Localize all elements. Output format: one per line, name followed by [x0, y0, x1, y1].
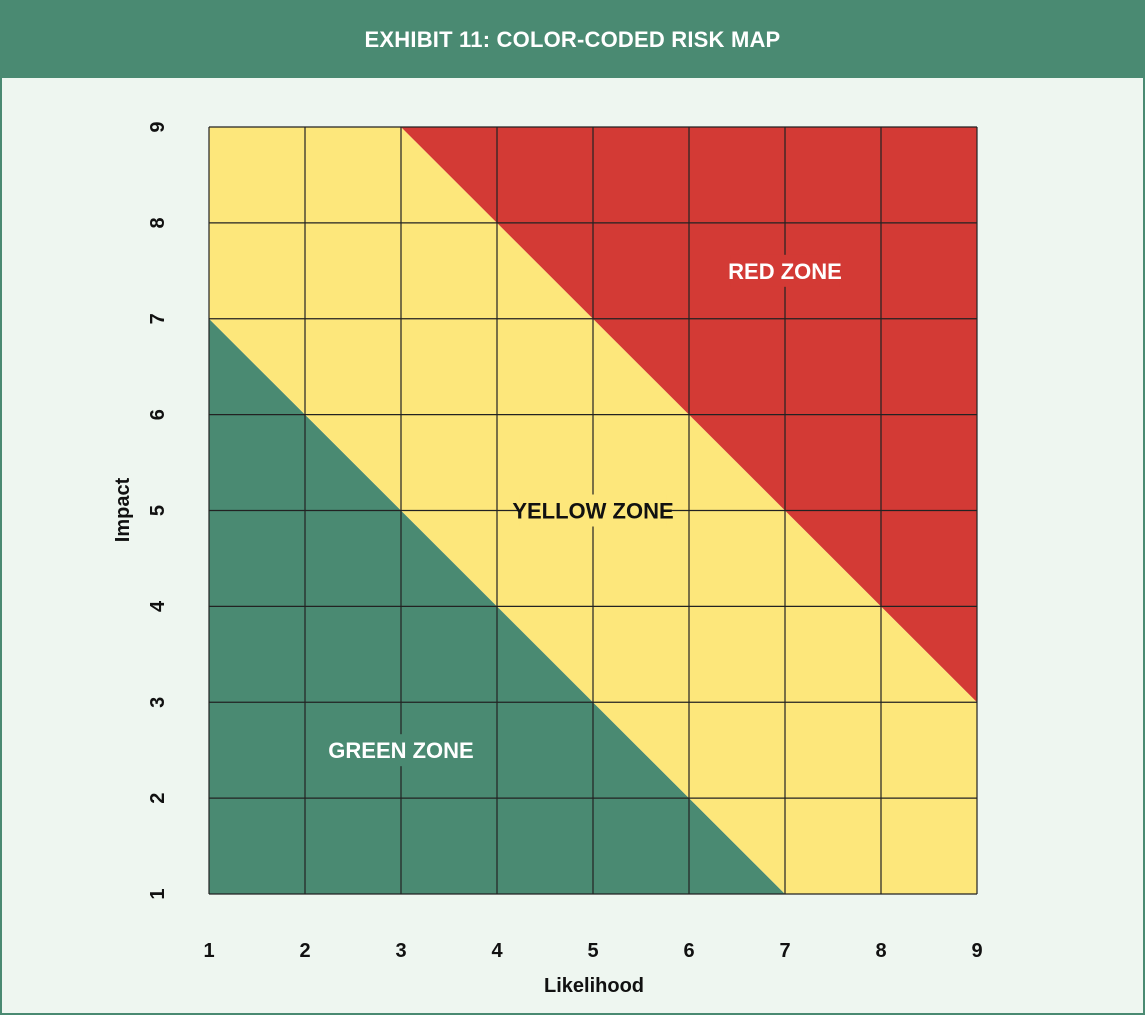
red-zone-label: RED ZONE: [728, 259, 842, 284]
exhibit-title: EXHIBIT 11: COLOR-CODED RISK MAP: [364, 27, 781, 52]
x-tick-label: 6: [683, 940, 694, 962]
green-zone-label: GREEN ZONE: [328, 738, 473, 763]
yellow-zone-label-bg: [519, 494, 667, 527]
yellow-zone-label: YELLOW ZONE: [512, 499, 673, 524]
x-tick-label: 4: [491, 940, 503, 962]
x-tick-label: 7: [779, 940, 790, 962]
x-tick-label: 8: [875, 940, 886, 962]
x-tick-label: 1: [203, 940, 214, 962]
y-tick-label: 1: [147, 888, 169, 899]
ticks-layer: 1 2 3 4 5 6 7 8 9 1 2 3 4 5 6 7 8 9: [147, 121, 983, 962]
x-axis-label: Likelihood: [544, 975, 644, 997]
y-tick-label: 2: [147, 793, 169, 804]
y-tick-label: 5: [147, 505, 169, 516]
green-zone-label-bg: [334, 734, 468, 767]
y-tick-label: 6: [147, 409, 169, 420]
zone-labels-layer: GREEN ZONE YELLOW ZONE RED ZONE: [328, 254, 842, 767]
y-tick-label: 7: [147, 313, 169, 324]
x-tick-label: 2: [299, 940, 310, 962]
red-zone-label-bg: [730, 254, 840, 287]
exhibit-header: EXHIBIT 11: COLOR-CODED RISK MAP: [2, 2, 1143, 78]
y-tick-label: 3: [147, 697, 169, 708]
y-tick-label: 4: [147, 600, 169, 612]
y-tick-label: 9: [147, 121, 169, 132]
y-axis-label: Impact: [112, 477, 134, 542]
x-tick-label: 9: [971, 940, 982, 962]
x-tick-label: 5: [587, 940, 598, 962]
y-tick-label: 8: [147, 217, 169, 228]
x-tick-label: 3: [395, 940, 406, 962]
